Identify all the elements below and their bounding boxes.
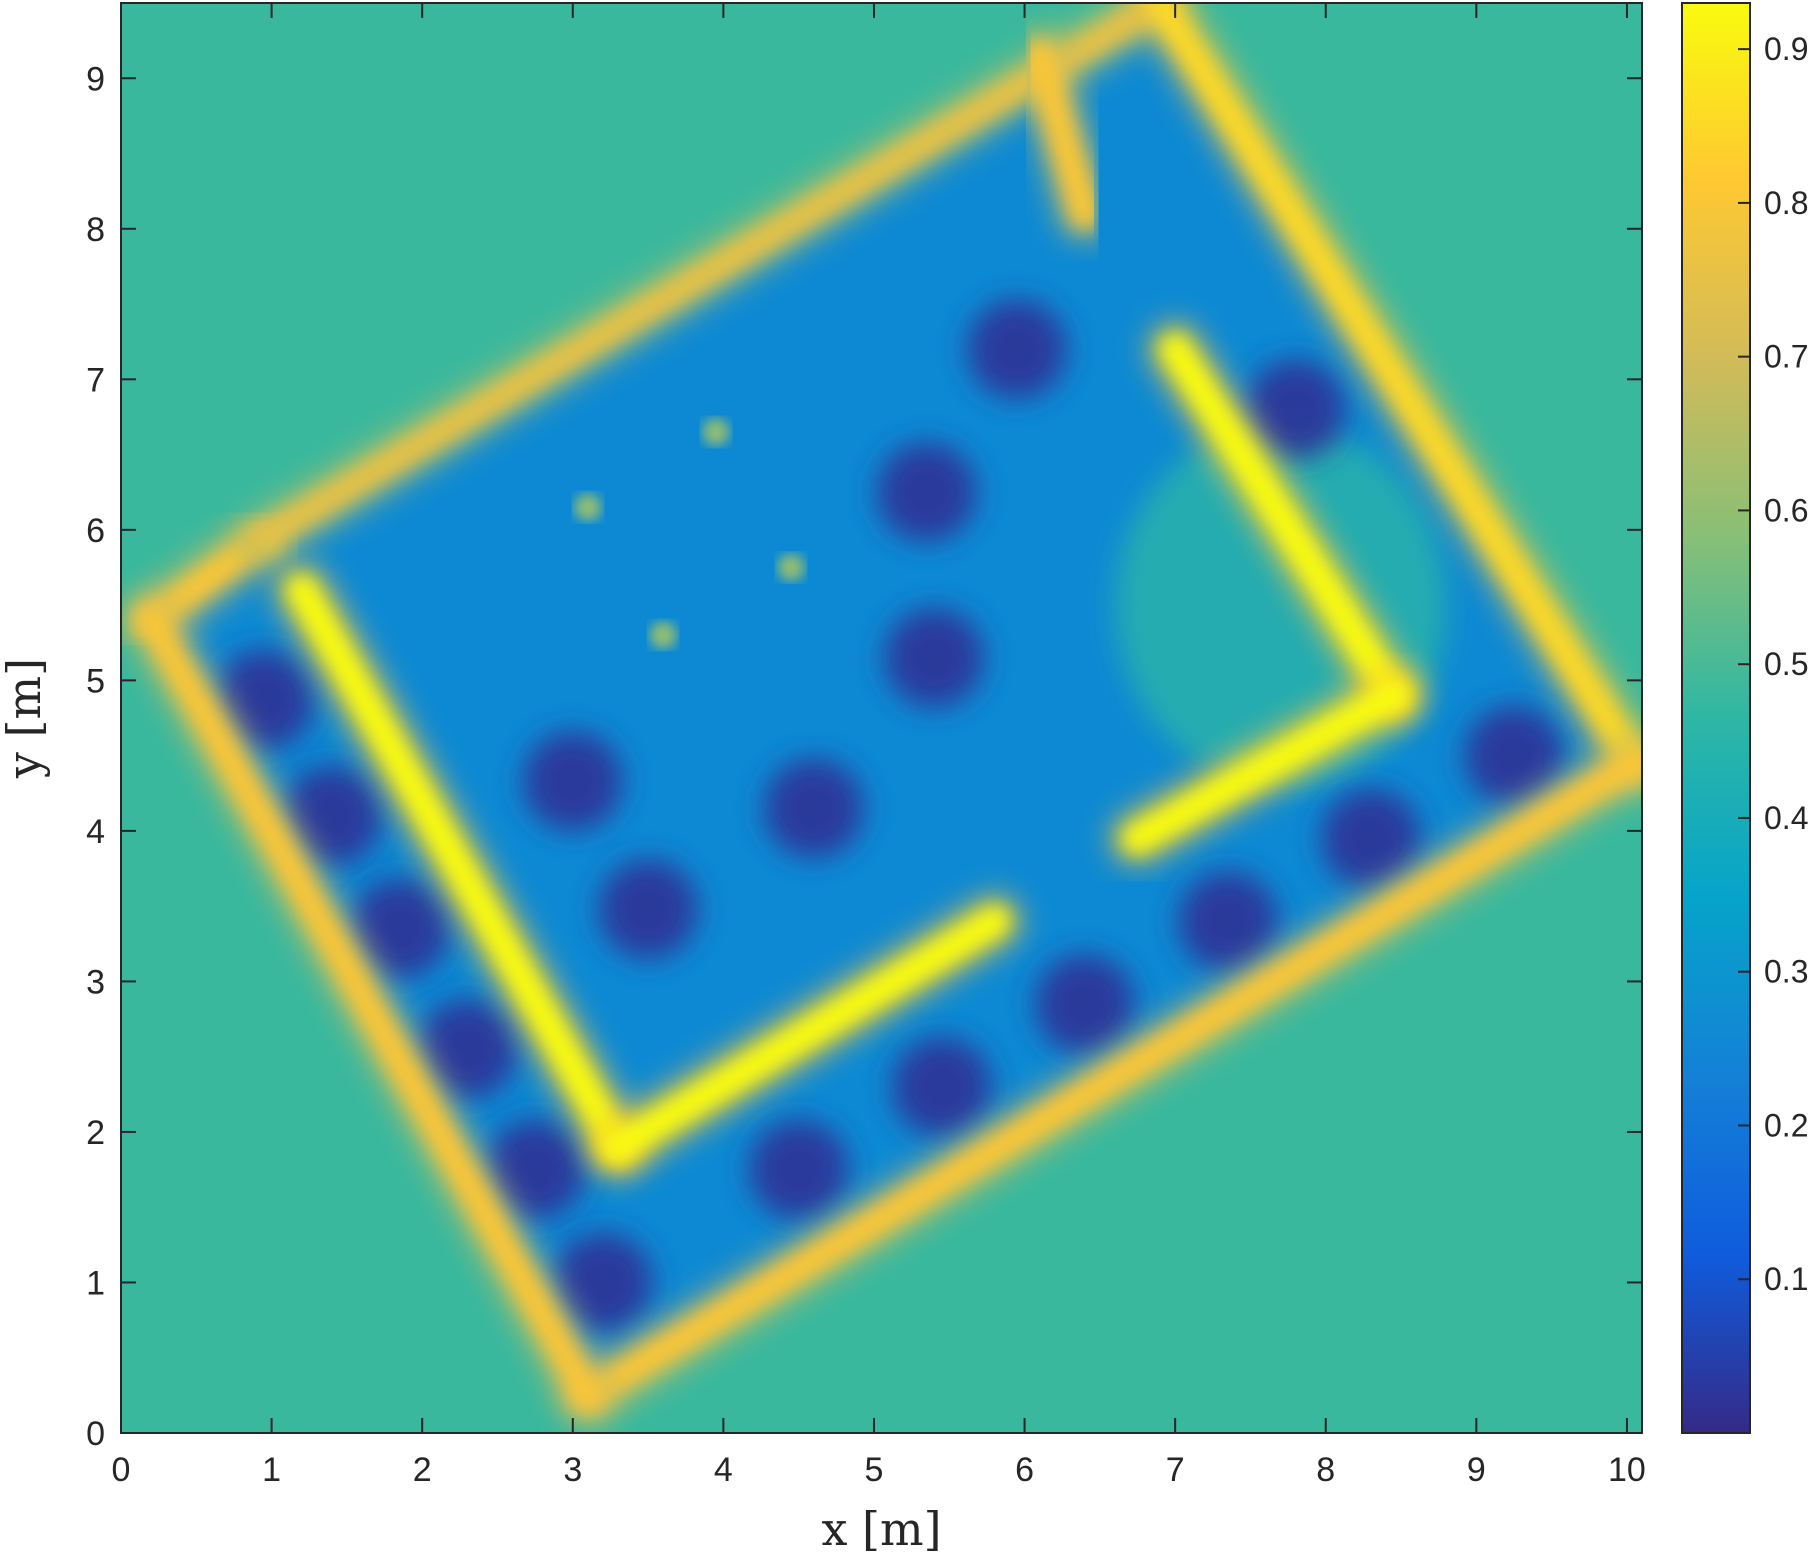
x-tick-label: 1 <box>262 1451 281 1489</box>
y-tick-label: 4 <box>86 813 105 851</box>
x-tick-label: 7 <box>1166 1451 1185 1489</box>
x-tick-label: 0 <box>112 1451 131 1489</box>
wall <box>286 574 634 1163</box>
colorbar-tick-label: 0.5 <box>1764 646 1808 682</box>
x-tick-label: 9 <box>1467 1451 1486 1489</box>
x-tick-label: 6 <box>1015 1451 1034 1489</box>
plot-frame <box>120 2 1643 1434</box>
low-region <box>1245 359 1346 460</box>
x-tick-label: 2 <box>413 1451 432 1489</box>
colorbar-tick-label: 0.2 <box>1764 1107 1808 1143</box>
y-tick-label: 5 <box>86 662 105 700</box>
x-tick-label: 8 <box>1316 1451 1335 1489</box>
low-region <box>553 1232 653 1333</box>
low-region <box>1464 705 1564 806</box>
low-region <box>598 859 698 959</box>
room-interior <box>151 3 1635 1396</box>
wall <box>136 605 603 1411</box>
wall <box>1122 680 1409 854</box>
low-region <box>892 1037 992 1137</box>
y-tick-label: 1 <box>86 1264 105 1302</box>
low-region <box>764 758 864 859</box>
y-tick-label: 8 <box>86 211 105 249</box>
low-region <box>1178 871 1278 971</box>
wall <box>1160 334 1409 711</box>
plot-area <box>121 3 1642 1433</box>
y-tick-label: 3 <box>86 963 105 1001</box>
wall <box>1145 3 1642 779</box>
low-region <box>1035 954 1135 1054</box>
y-axis: 0 1 2 3 4 5 6 7 8 9 <box>86 60 1642 1453</box>
wall <box>602 906 1010 1163</box>
low-region <box>1321 788 1421 889</box>
bright-spot <box>777 553 805 582</box>
y-tick-label: 7 <box>86 361 105 399</box>
y-axis-title: y [m] <box>0 658 51 779</box>
colorbar-tick-label: 0.3 <box>1764 954 1808 990</box>
colorbar-tick-label: 0.1 <box>1764 1261 1808 1297</box>
x-tick-label: 4 <box>714 1451 733 1489</box>
bright-spot <box>649 621 677 649</box>
y-tick-label: 0 <box>86 1415 105 1453</box>
low-region <box>349 879 450 979</box>
low-region <box>876 442 977 542</box>
x-axis: 0 1 2 3 4 5 6 7 8 9 10 <box>112 3 1646 1489</box>
x-tick-label: 3 <box>563 1451 582 1489</box>
low-region <box>485 1119 585 1220</box>
colorbar-scale <box>1681 2 1751 1434</box>
low-region <box>748 1119 849 1220</box>
x-axis-title: x [m] <box>821 1502 941 1556</box>
bright-spot <box>702 418 730 446</box>
y-tick-label: 9 <box>86 60 105 98</box>
colorbar-tick-label: 0.6 <box>1764 492 1808 528</box>
wall <box>249 3 1176 553</box>
colorbar-tick-label: 0.7 <box>1764 339 1808 375</box>
colorbar-tick-label: 0.4 <box>1764 800 1808 836</box>
colorbar: 0.1 0.2 0.3 0.4 0.5 0.6 0.7 0.8 0.9 <box>1681 2 1808 1434</box>
colorbar-tick-label: 0.8 <box>1764 185 1808 221</box>
y-tick-label: 2 <box>86 1114 105 1152</box>
colorbar-tick-label: 0.9 <box>1764 31 1808 67</box>
x-tick-label: 10 <box>1608 1451 1646 1489</box>
y-tick-label: 6 <box>86 512 105 550</box>
wall <box>572 748 1642 1411</box>
low-region <box>967 299 1067 399</box>
x-tick-label: 5 <box>865 1451 884 1489</box>
low-region <box>523 731 623 831</box>
bright-spot <box>574 493 602 521</box>
low-region <box>417 999 518 1099</box>
wall <box>1024 40 1100 229</box>
low-region <box>884 608 984 708</box>
